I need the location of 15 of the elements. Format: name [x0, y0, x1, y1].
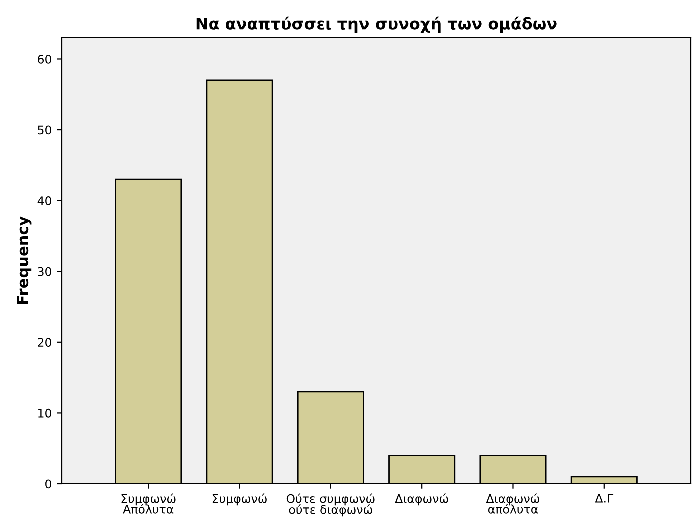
y-tick-label: 40 [38, 196, 52, 206]
y-tick-label: 30 [38, 267, 52, 276]
chart-title: Να αναπτύσσει την συνοχή των ομάδων [196, 16, 557, 34]
x-tick-label: Διαφωνώ απόλυτα [486, 494, 540, 514]
y-axis-title: Frequency [17, 216, 32, 304]
x-tick-label: Συμφωνώ [212, 494, 267, 506]
x-tick-label: Ούτε συμφωνώ ούτε διαφωνώ [286, 494, 375, 517]
x-tick-label: Συμφωνώ Απόλυτα [122, 494, 176, 514]
y-tick-label: 0 [46, 480, 52, 489]
y-tick-label: 20 [38, 338, 52, 348]
y-tick-label: 60 [38, 54, 52, 64]
x-tick-label: Διαφωνώ [395, 494, 448, 506]
y-tick-label: 50 [38, 126, 52, 135]
x-tick-label: Δ.Γ [595, 494, 614, 503]
y-tick-label: 10 [38, 408, 52, 418]
